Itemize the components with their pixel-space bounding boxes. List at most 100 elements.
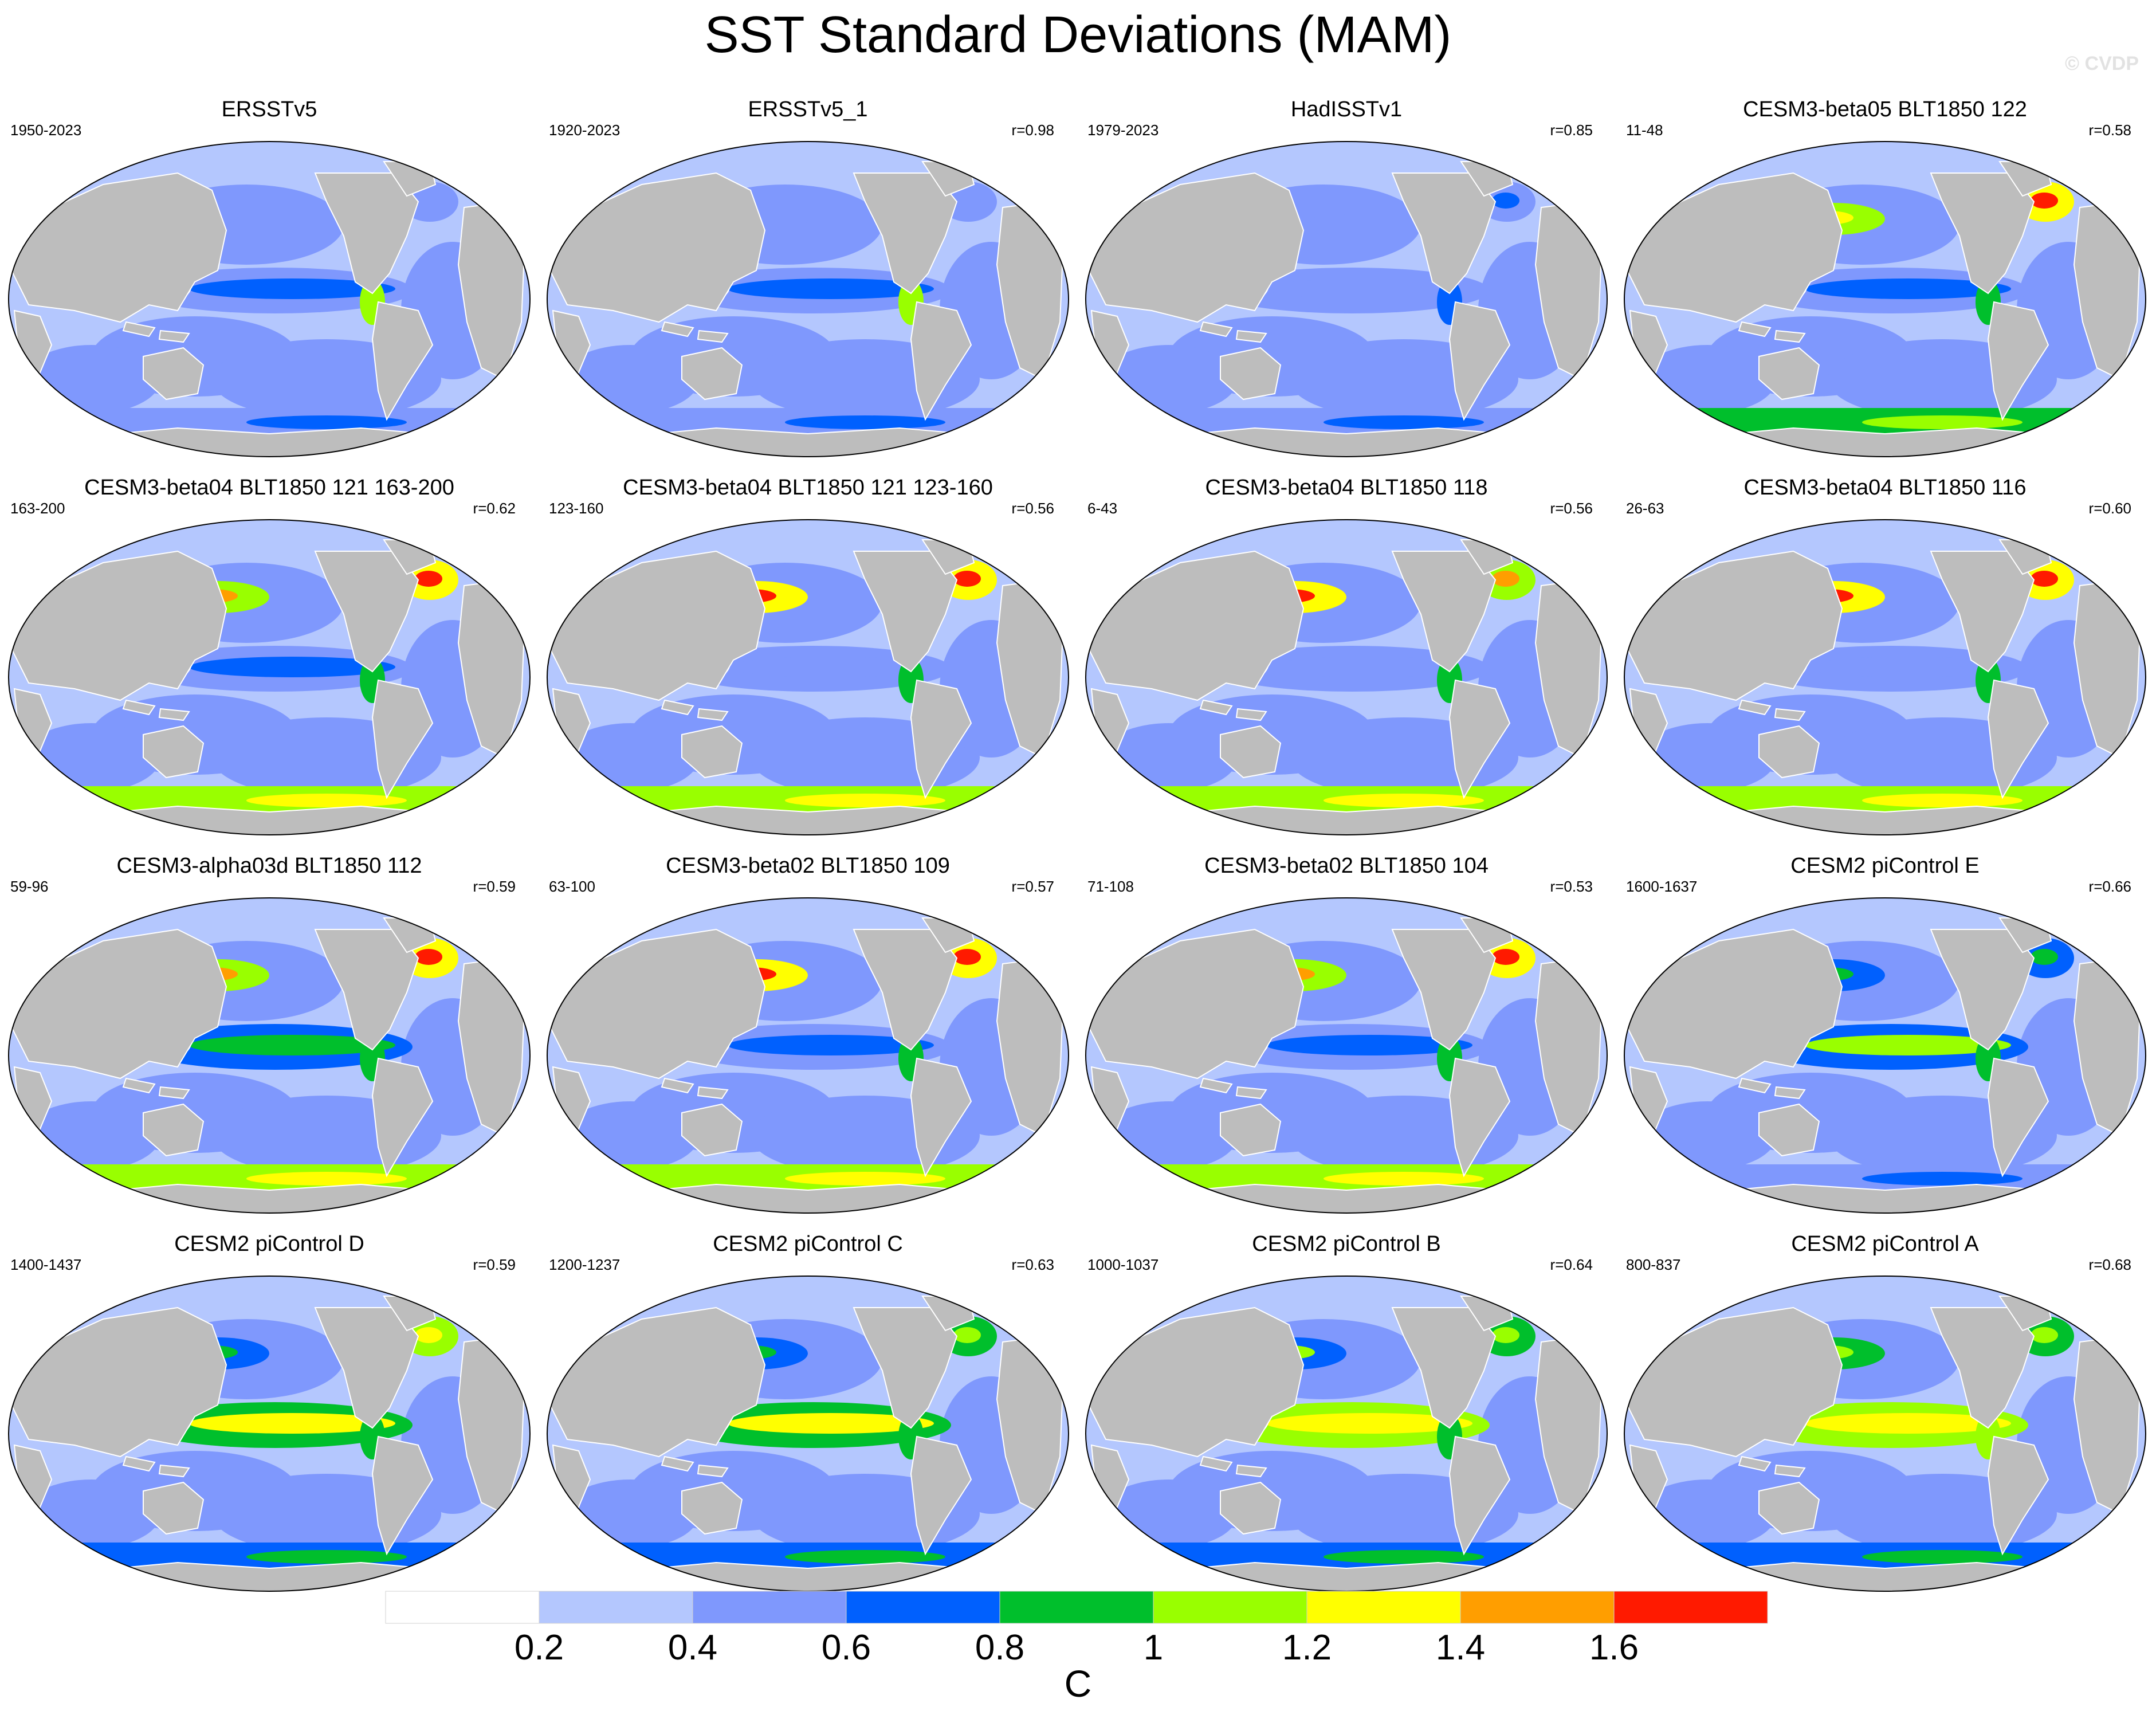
map-outline <box>1624 519 2146 835</box>
southern-ocean-core <box>1862 794 2023 807</box>
land-mass <box>549 1306 766 1458</box>
panel-title: CESM3-beta04 BLT1850 121 163-200 <box>84 476 454 500</box>
panel-title: CESM3-beta04 BLT1850 118 <box>1205 476 1488 500</box>
land-mass <box>1199 1077 1233 1094</box>
land-mass <box>1235 708 1267 721</box>
land-mass <box>1626 928 1843 1080</box>
tropical-pacific-core <box>1266 278 1472 299</box>
colorbar-swatch <box>692 1591 847 1624</box>
colorbar-svg: 0.2 0.4 0.6 0.8 1 1.2 1.4 1.6 <box>385 1591 1768 1665</box>
panel-title: CESM3-beta05 BLT1850 122 <box>1743 97 2027 121</box>
gulf-stream-core <box>953 571 981 587</box>
panel-title: CESM2 piControl E <box>1790 854 1980 878</box>
land-mass <box>1774 1464 1806 1478</box>
panel-title: CESM3-beta04 BLT1850 121 123-160 <box>623 476 993 500</box>
land-mass <box>549 172 766 323</box>
land-mass <box>1738 1077 1772 1094</box>
land-mass <box>371 301 434 421</box>
gulf-stream-core <box>415 571 442 587</box>
land-mass <box>158 1464 190 1478</box>
map-outline <box>8 141 531 457</box>
land-mass <box>1758 347 1820 401</box>
panel-years: 1979-2023 <box>1087 121 1159 139</box>
colorbar-swatch <box>846 1591 1000 1624</box>
tropical-pacific-core <box>728 278 934 299</box>
land-mass <box>1220 1103 1282 1157</box>
southern-ocean-core <box>246 1172 407 1186</box>
sst-std-map <box>1085 897 1608 1214</box>
land-mass <box>910 1057 972 1178</box>
land-mass <box>1758 1103 1820 1157</box>
land-mass <box>1199 1455 1233 1472</box>
map-panel: CESM2 piControl D 1400-1437 r=0.59 <box>0 1231 539 1603</box>
colorbar-tick-label: 0.8 <box>975 1628 1024 1665</box>
tropical-pacific-core <box>189 1413 395 1434</box>
panel-title: CESM2 piControl A <box>1791 1232 1979 1256</box>
panel-years: 1400-1437 <box>10 1256 82 1273</box>
land-mass <box>143 1481 205 1535</box>
panel-title: CESM2 piControl C <box>713 1232 903 1256</box>
map-panel: CESM2 piControl B 1000-1037 r=0.64 <box>1077 1231 1616 1603</box>
land-mass <box>158 708 190 721</box>
colorbar-swatch <box>1306 1591 1461 1624</box>
land-mass <box>10 172 227 323</box>
southern-ocean-core <box>246 415 407 429</box>
panel-years: 800-837 <box>1626 1256 1681 1273</box>
gulf-stream-core <box>2031 1327 2058 1343</box>
land-mass <box>158 329 190 343</box>
panel-pattern-correlation: r=0.53 <box>1550 878 1593 895</box>
colorbar-unit-label: C <box>1064 1662 1092 1705</box>
land-mass <box>661 321 694 337</box>
land-mass <box>122 1077 156 1094</box>
map-panel: ERSSTv5_1 1920-2023 r=0.98 <box>539 96 1077 469</box>
sst-std-map <box>8 897 531 1214</box>
tropical-pacific-core <box>1266 1413 1472 1434</box>
southern-ocean-core <box>1324 415 1484 429</box>
panel-title: ERSSTv5_1 <box>748 97 868 121</box>
southern-ocean-core <box>1862 1172 2023 1186</box>
land-mass <box>1087 928 1305 1080</box>
land-mass <box>122 321 156 337</box>
panel-pattern-correlation: r=0.59 <box>473 878 516 895</box>
land-mass <box>1987 1435 2049 1556</box>
land-mass <box>371 679 434 799</box>
tropical-pacific-core <box>189 278 395 299</box>
panel-title: ERSSTv5 <box>221 97 317 121</box>
tropical-pacific-core <box>189 657 395 677</box>
map-outline <box>1085 519 1608 835</box>
panel-title: HadISSTv1 <box>1290 97 1403 121</box>
map-panel: CESM3-beta02 BLT1850 109 63-100 r=0.57 <box>539 853 1077 1225</box>
land-mass <box>1987 679 2049 799</box>
southern-ocean-core <box>246 1550 407 1564</box>
map-outline <box>547 519 1069 835</box>
land-mass <box>1220 347 1282 401</box>
land-mass <box>10 1306 227 1458</box>
panel-title: CESM2 piControl B <box>1252 1232 1441 1256</box>
panel-pattern-correlation: r=0.68 <box>2088 1256 2131 1273</box>
gulf-stream-core <box>1492 193 1519 209</box>
land-mass <box>549 550 766 701</box>
panel-years: 1000-1037 <box>1087 1256 1159 1273</box>
map-outline <box>8 1276 531 1592</box>
panel-pattern-correlation: r=0.56 <box>1011 500 1054 517</box>
colorbar-tick-label: 1.6 <box>1589 1628 1639 1665</box>
land-mass <box>10 928 227 1080</box>
sst-std-map <box>8 519 531 835</box>
panel-pattern-correlation: r=0.57 <box>1011 878 1054 895</box>
panel-title: CESM2 piControl D <box>174 1232 364 1256</box>
land-mass <box>1220 1481 1282 1535</box>
land-mass <box>1220 725 1282 779</box>
gulf-stream-core <box>1492 1327 1519 1343</box>
panel-years: 123-160 <box>549 500 604 517</box>
land-mass <box>681 725 743 779</box>
land-mass <box>158 1086 190 1100</box>
map-panel: CESM3-beta04 BLT1850 118 6-43 r=0.56 <box>1077 474 1616 847</box>
map-panel: ERSSTv5 1950-2023 <box>0 96 539 469</box>
gulf-stream-core <box>415 193 442 209</box>
map-panel: CESM2 piControl C 1200-1237 r=0.63 <box>539 1231 1077 1603</box>
panel-pattern-correlation: r=0.85 <box>1550 121 1593 139</box>
sst-std-map <box>547 1276 1069 1592</box>
southern-ocean-core <box>1862 1550 2023 1564</box>
land-mass <box>1448 679 1511 799</box>
land-mass <box>1448 1057 1511 1178</box>
